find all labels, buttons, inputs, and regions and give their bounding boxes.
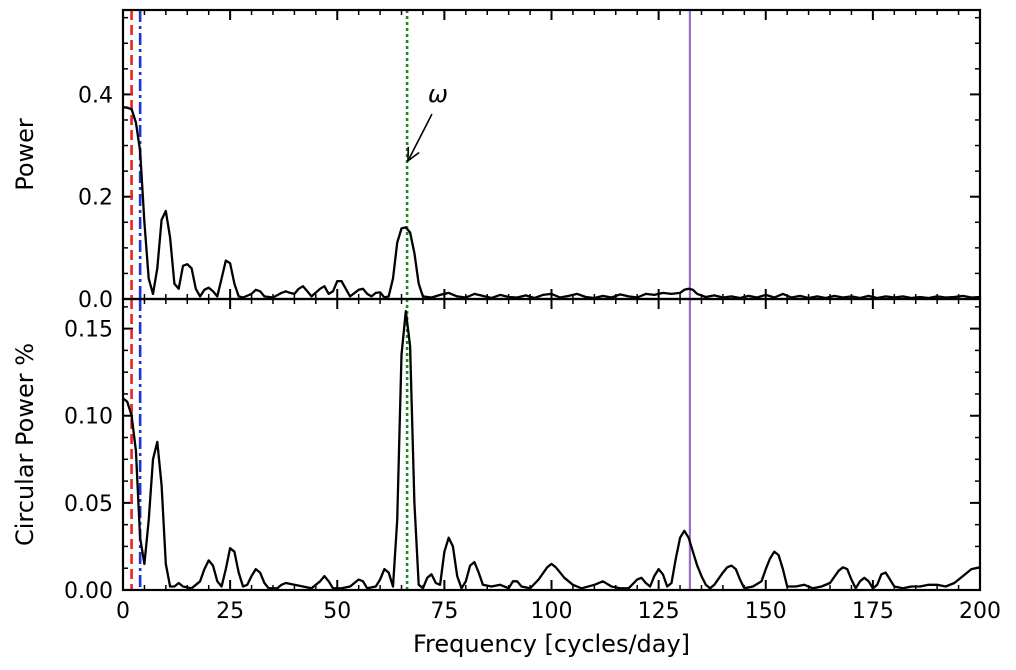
x-tick-label: 75: [430, 599, 458, 624]
x-tick-label: 150: [745, 599, 787, 624]
x-tick-label: 25: [216, 599, 244, 624]
x-tick-label: 100: [531, 599, 573, 624]
y-tick-label: 0.05: [64, 492, 113, 517]
annotation-arrow-head: [407, 146, 420, 163]
x-tick-label: 50: [323, 599, 351, 624]
y-tick-label: 0.2: [78, 186, 113, 211]
x-tick-label: 200: [959, 599, 1001, 624]
power-curve: [123, 310, 980, 590]
y-axis-label: Circular Power %: [11, 343, 39, 546]
y-axis-label: Power: [11, 118, 39, 191]
panel-frame: [121, 297, 982, 592]
omega-annotation: ω: [428, 80, 448, 108]
x-tick-label: 125: [638, 599, 680, 624]
y-tick-label: 0.15: [64, 318, 113, 343]
x-axis-label: Frequency [cycles/day]: [413, 630, 690, 658]
annotation-arrow-shaft: [407, 113, 433, 162]
y-tick-label: 0.0: [78, 288, 113, 313]
power-curve: [123, 106, 980, 299]
panel-frame: [121, 8, 982, 301]
x-tick-label: 0: [116, 599, 130, 624]
y-tick-label: 0.4: [78, 83, 113, 108]
y-tick-label: 0.00: [64, 579, 113, 604]
x-tick-label: 175: [852, 599, 894, 624]
y-tick-label: 0.10: [64, 405, 113, 430]
